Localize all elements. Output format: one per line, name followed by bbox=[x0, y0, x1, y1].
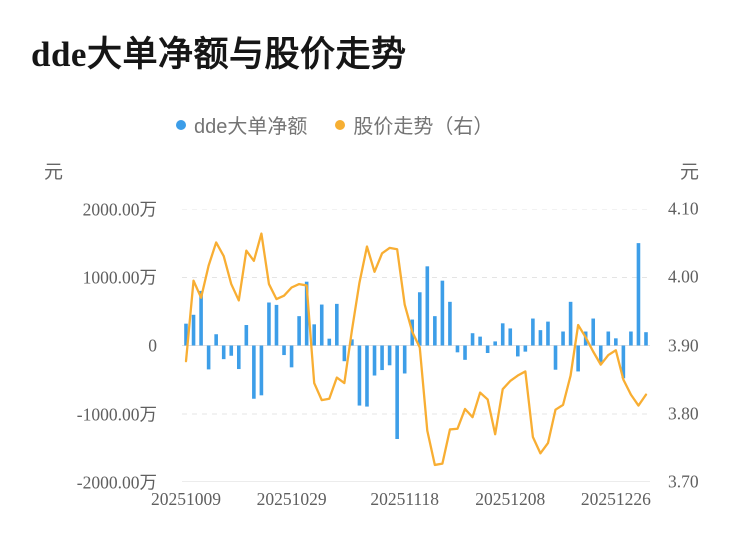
bar-series bbox=[184, 243, 648, 439]
right-axis-unit: 元 bbox=[680, 162, 700, 183]
left-axis-tick: 1000.00万 bbox=[82, 267, 157, 288]
bar bbox=[229, 345, 234, 356]
legend-label-dde: dde大单净额 bbox=[194, 116, 308, 138]
bar bbox=[259, 345, 264, 396]
bar bbox=[372, 345, 377, 376]
x-axis-tick: 20251118 bbox=[370, 489, 440, 509]
x-axis-tick: 20251226 bbox=[580, 489, 651, 509]
right-axis-tick: 4.10 bbox=[668, 198, 699, 219]
bar bbox=[485, 345, 490, 354]
bar bbox=[516, 345, 520, 357]
bar bbox=[191, 314, 196, 346]
bar bbox=[523, 345, 528, 352]
legend-dot-orange-icon bbox=[335, 119, 346, 130]
bar bbox=[304, 281, 309, 346]
legend-item-price[interactable]: 股价走势（右） bbox=[335, 110, 493, 139]
bar bbox=[244, 325, 249, 346]
bar bbox=[199, 290, 203, 346]
right-axis-tick: 3.90 bbox=[668, 335, 699, 355]
bar bbox=[500, 323, 505, 346]
bar bbox=[380, 345, 384, 371]
bar bbox=[402, 345, 407, 374]
bar bbox=[282, 345, 286, 356]
bar bbox=[312, 324, 316, 346]
right-axis-tick: 3.80 bbox=[668, 403, 699, 424]
bar bbox=[252, 345, 256, 399]
bar bbox=[395, 345, 399, 439]
bar bbox=[455, 345, 460, 353]
bar bbox=[629, 331, 633, 346]
bar bbox=[425, 266, 430, 346]
bar bbox=[184, 323, 188, 346]
bar bbox=[553, 345, 558, 370]
legend-item-dde[interactable]: dde大单净额 bbox=[176, 110, 307, 139]
left-axis-tick: -1000.00万 bbox=[76, 404, 157, 425]
bar bbox=[214, 334, 218, 346]
bar bbox=[267, 302, 271, 346]
right-axis-tick: 4.00 bbox=[668, 266, 699, 287]
left-axis-unit: 元 bbox=[44, 162, 64, 183]
bar bbox=[297, 316, 301, 346]
bar bbox=[568, 301, 573, 346]
right-axis-tick: 3.70 bbox=[668, 471, 699, 492]
x-axis-tick: 20251208 bbox=[475, 489, 546, 509]
bar bbox=[221, 345, 226, 360]
left-axis-tick: 2000.00万 bbox=[82, 199, 157, 220]
bar bbox=[365, 345, 369, 407]
legend-label-price: 股价走势（右） bbox=[353, 116, 494, 138]
chart-legend: dde大单净额 股价走势（右） bbox=[176, 110, 493, 139]
bar bbox=[206, 345, 211, 370]
bar bbox=[433, 316, 437, 346]
bar bbox=[576, 345, 580, 372]
bar bbox=[387, 345, 392, 366]
bar bbox=[335, 303, 339, 346]
x-axis-tick: 20251029 bbox=[256, 489, 327, 509]
bar bbox=[478, 336, 482, 346]
bar bbox=[561, 331, 565, 346]
bar bbox=[327, 338, 332, 346]
bar bbox=[236, 345, 241, 370]
price-line bbox=[184, 232, 648, 467]
bar bbox=[591, 318, 596, 346]
bar bbox=[644, 332, 648, 346]
bar bbox=[546, 321, 550, 346]
left-axis-tick: -2000.00万 bbox=[76, 472, 157, 493]
bar bbox=[417, 292, 422, 346]
bar bbox=[493, 341, 497, 346]
bar bbox=[508, 328, 513, 346]
legend-dot-blue-icon bbox=[176, 119, 186, 130]
bar bbox=[531, 318, 535, 346]
bar bbox=[463, 345, 467, 360]
left-axis-tick: 0 bbox=[148, 335, 157, 355]
bar bbox=[598, 345, 603, 363]
bar bbox=[357, 345, 362, 406]
bar bbox=[538, 330, 543, 346]
bar bbox=[342, 345, 347, 362]
bar bbox=[274, 304, 279, 346]
bar bbox=[621, 345, 626, 379]
bar bbox=[606, 331, 611, 346]
x-axis-tick: 20251009 bbox=[151, 489, 221, 509]
bar bbox=[614, 338, 618, 346]
bar bbox=[448, 301, 452, 346]
combo-chart-plot bbox=[182, 209, 650, 482]
bar bbox=[289, 345, 294, 368]
bar bbox=[350, 339, 354, 346]
bar bbox=[440, 280, 445, 346]
bar bbox=[636, 243, 641, 346]
chart-title: dde大单净额与股价走势 bbox=[31, 35, 407, 74]
bar bbox=[319, 304, 324, 346]
bar bbox=[470, 333, 475, 346]
